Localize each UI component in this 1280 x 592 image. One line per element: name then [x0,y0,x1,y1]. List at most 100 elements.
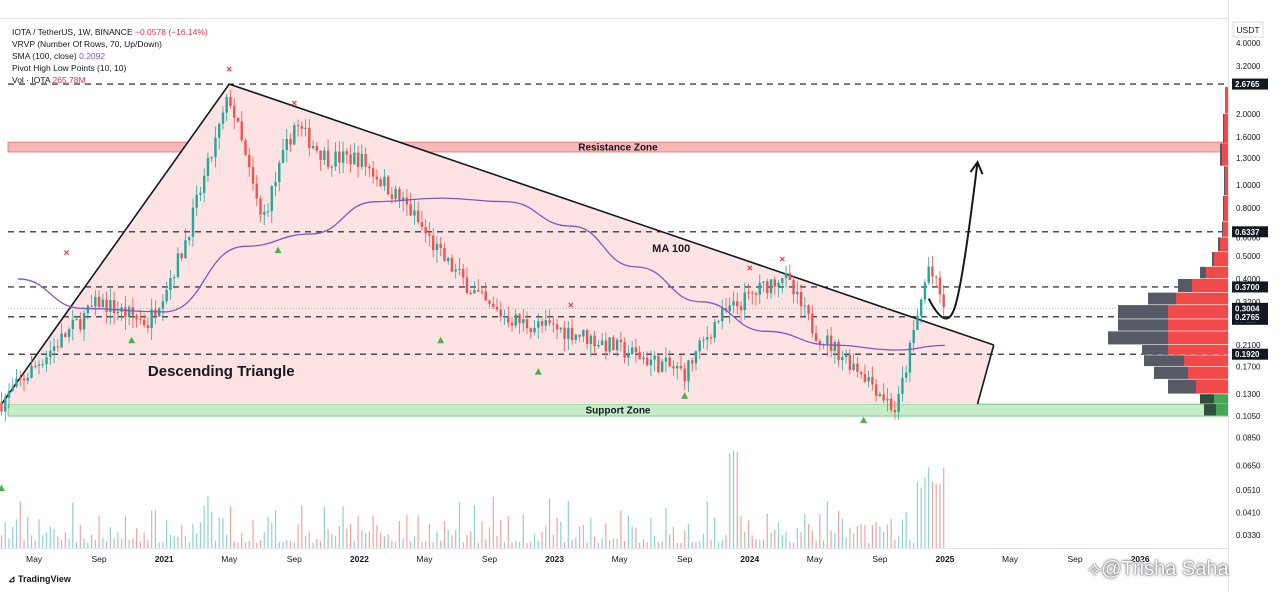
vrvp-label: VRVP (Number Of Rows, 70, Up/Down) [12,39,162,49]
candle-body [698,340,701,352]
candle-body [807,305,810,314]
triangle-left-leg [0,83,230,405]
candle-body [26,377,29,381]
candle-body [390,194,394,199]
volume-bar [473,505,476,548]
volume-bar [158,542,160,548]
volume-bar [868,542,870,548]
volume-bar [376,524,378,548]
candle-body [214,137,217,158]
volume-bar [612,539,614,548]
candle-body [169,278,172,290]
volume-bar [383,536,385,548]
volume-bar [913,542,915,548]
candle-body [908,342,912,373]
volume-bar [853,533,855,548]
candle-body [375,176,379,180]
volume-bar [79,524,81,548]
candle-body [191,207,195,237]
candle-body [60,333,63,348]
candle-body [503,316,506,318]
pivot-high-marker: × [568,300,574,311]
volume-bar [916,482,919,548]
candle-body [364,153,367,167]
volume-bar [353,540,355,548]
volume-bar [800,532,802,548]
volume-profile-down-bar [1196,379,1228,394]
volume-bar [901,519,904,548]
pivot-row[interactable]: Pivot High Low Points (10, 10) [12,62,208,74]
volume-bar [177,536,179,548]
candle-body [668,357,671,367]
candle-body [784,273,788,279]
candle-body [240,121,243,141]
y-tick-label: 0.0650 [1236,461,1261,470]
volume-bar [789,541,791,548]
sma-row[interactable]: SMA (100, close) 0.2092 [12,50,208,62]
volume-bar [533,534,536,548]
candle-body [105,299,108,312]
volume-bar [271,522,273,548]
volume-profile-down-bar [1168,305,1228,319]
volume-bar [109,526,111,548]
candle-body [142,319,146,326]
volume-bar [702,533,705,548]
vrvp-row[interactable]: VRVP (Number Of Rows, 70, Up/Down) [12,38,208,50]
candle-body [210,157,213,159]
volume-bar [361,530,363,548]
y-tick-label: 0.1700 [1236,363,1261,372]
volume-profile-layer [1108,87,1228,416]
volume-bar [267,516,269,548]
candle-body [777,282,780,287]
volume-bar [597,542,599,548]
candle-body [394,188,397,199]
candle-body [510,322,514,326]
symbol-row[interactable]: IOTA / TetherUS, 1W, BINANCE −0.0578 (−1… [12,26,208,38]
volume-bar [27,516,29,548]
candle-body [612,337,615,351]
candle-body [319,150,322,160]
candle-body [645,357,649,366]
volume-bar [458,502,461,548]
level-tag-label: 0.1920 [1235,350,1260,359]
candle-body [311,146,315,149]
candle-body [537,321,540,328]
candle-body [649,359,653,366]
volume-layer [0,450,945,548]
volume-bar [560,521,562,548]
volume-bar [898,536,900,548]
volume-bar [113,538,115,548]
candle-body [75,319,78,321]
volume-bar [252,520,254,548]
volume-bar [278,542,280,548]
candle-body [229,96,232,106]
volume-bar [830,530,832,548]
sma-100-line [17,197,945,351]
volume-bar [451,535,453,548]
volume-bar [297,524,299,548]
volume-bar [327,529,329,548]
volume-bar [909,540,911,548]
volume-row[interactable]: Vol · IOTA 265.78M [12,74,208,86]
candle-body [886,398,889,401]
candle-body [514,314,517,326]
volume-bar [124,515,126,548]
candle-body [19,378,22,380]
volume-bar [774,529,776,548]
volume-bar [38,519,40,548]
candle-body [428,233,431,236]
x-tick-label: Sep [872,554,887,564]
candle-body [574,334,578,340]
time-axis[interactable]: May Sep 2021 May Sep 2022 May Sep 2023 May Sep 2024… [26,554,1150,564]
pivot-high-marker: × [64,248,70,259]
candle-body [371,168,375,177]
price-axis[interactable]: USDT 4.0000 3.2000 2.0000 1.6000 1.3000 1.0000… [1229,0,1280,592]
candle-body [882,394,885,401]
volume-bar [316,538,318,548]
y-tick-label: 0.0510 [1236,486,1261,495]
pivot-label: Pivot High Low Points (10, 10) [12,63,127,73]
volume-bar [196,533,198,548]
tradingview-logo[interactable]: ⊿ TradingView [8,574,71,585]
candle-body [721,308,724,322]
x-tick-label: 2024 [740,554,759,564]
